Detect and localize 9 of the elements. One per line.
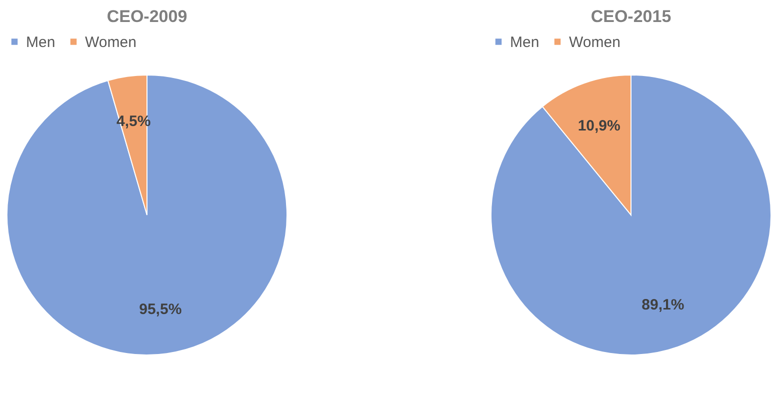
- data-label: 95,5%: [139, 301, 182, 318]
- data-label: 89,1%: [642, 296, 684, 314]
- legend-label: Men: [510, 34, 540, 51]
- legend-label: Women: [569, 34, 620, 51]
- legend-label: Men: [26, 34, 56, 51]
- data-label: 10,9%: [578, 118, 620, 135]
- chart-title: CEO-2015: [590, 7, 672, 26]
- chart-title: CEO-2009: [106, 7, 188, 26]
- legend-label: Women: [85, 34, 136, 51]
